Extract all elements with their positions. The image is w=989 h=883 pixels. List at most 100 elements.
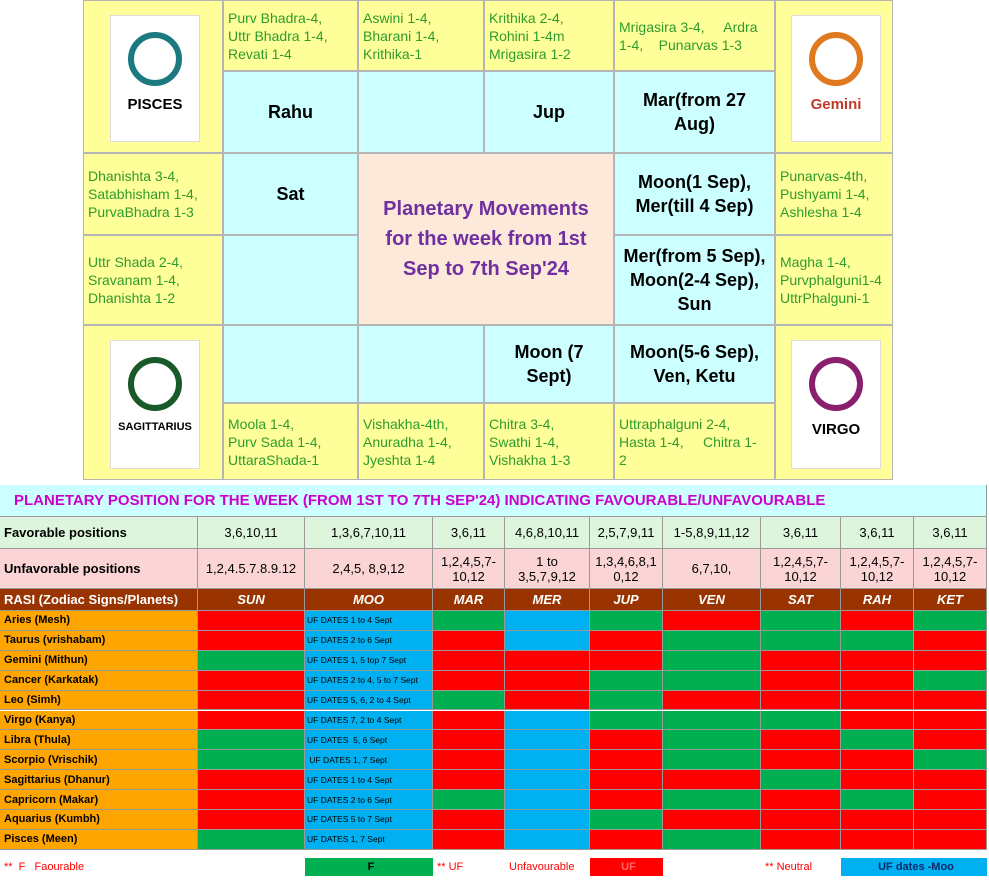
sign-label: Aries (Mesh): [0, 611, 198, 631]
position-value: 3,6,11: [841, 517, 914, 549]
nakshatra-text: Uttraphalguni 2-4,: [619, 415, 731, 432]
planet-header-text: MER: [532, 592, 562, 607]
chart-title: Sep to 7th Sep'24: [403, 258, 569, 280]
position-text: 3,6,11: [450, 525, 487, 540]
nakshatra-text: Purv Bhadra-4,: [228, 9, 323, 26]
sign-text: Leo (Simh): [4, 694, 61, 707]
nakshatra-box: Moola 1-4, Purv Sada 1-4, UttaraShada-1: [223, 403, 358, 480]
planet-header: SAT: [761, 589, 841, 611]
table-title-text: PLANETARY POSITION FOR THE WEEK (FROM 1S…: [14, 492, 826, 509]
legend-item: ** F Faourable: [0, 858, 198, 876]
row-label-text: Favorable positions: [4, 525, 127, 540]
table-title: PLANETARY POSITION FOR THE WEEK (FROM 1S…: [0, 485, 987, 517]
position-text: 3,6,11: [932, 525, 968, 540]
status-cell: [198, 829, 305, 850]
planet-text: Mer(from 5 Sep),: [623, 246, 766, 266]
position-value: 2,5,7,9,11: [590, 517, 663, 549]
status-cell: [761, 630, 841, 651]
planet-text: Moon(2-4 Sep),: [630, 270, 759, 290]
status-cell: [505, 770, 590, 791]
sign-label: Taurus (vrishabam): [0, 630, 198, 651]
status-cell: [590, 611, 663, 631]
status-cell: [433, 611, 505, 631]
legend-item: UF: [590, 858, 663, 876]
status-cell: [433, 770, 505, 791]
sign-text: Taurus (vrishabam): [4, 634, 106, 647]
chart-title: for the week from 1st: [385, 228, 587, 250]
status-cell: [914, 790, 987, 810]
planet-text: Sept): [526, 366, 572, 386]
nakshatra-text: Hasta 1-4, Chitra 1-: [619, 433, 757, 450]
nakshatra-text: Purv Sada 1-4,: [228, 433, 322, 450]
status-cell: [914, 690, 987, 711]
status-cell: [433, 670, 505, 691]
position-text: 1,2,4,5,7-10,12: [849, 553, 905, 584]
sign-label: SAGITTARIUS: [118, 421, 192, 433]
position-text: 1,3,4,6,8,10,12: [595, 553, 657, 584]
nakshatra-text: Rohini 1-4m: [489, 27, 565, 44]
nakshatra-text: Krithika-1: [363, 45, 423, 62]
planet-header-text: SUN: [237, 592, 265, 607]
center-box: Planetary Movements for the week from 1st…: [358, 153, 614, 325]
sign-icon: [809, 32, 863, 86]
moon-note: UF DATES 5, 6 Sept: [307, 734, 388, 745]
sign-label: PISCES: [127, 96, 183, 113]
status-cell: [198, 770, 305, 791]
planet-text: Moon (7: [514, 342, 584, 362]
legend-text: ** Neutral: [765, 861, 813, 873]
planet-box: Mar(from 27 Aug): [614, 71, 775, 153]
nakshatra-text: Vishakha 1-3: [489, 451, 571, 468]
nakshatra-box: Dhanishta 3-4, Satabhisham 1-4, PurvaBhadr…: [83, 153, 223, 235]
nakshatra-text: PurvaBhadra 1-3: [88, 204, 194, 220]
legend-item: F: [305, 858, 433, 876]
status-cell: [761, 670, 841, 691]
status-cell: [590, 770, 663, 791]
position-value: 3,6,10,11: [198, 517, 305, 549]
planet-text: Jup: [532, 102, 565, 122]
position-value: 1-5,8,9,11,12: [663, 517, 761, 549]
sign-label: Scorpio (Vrischik): [0, 750, 198, 771]
status-cell: [841, 730, 914, 751]
status-cell: [663, 750, 761, 771]
moon-note: UF DATES 2 to 4, 5 to 7 Sept: [307, 675, 418, 686]
planet-text: Aug): [674, 114, 715, 134]
planet-box: [358, 325, 484, 403]
sign-corner: VIRGO: [775, 325, 893, 480]
nakshatra-box: Punarvas-4th, Pushyami 1-4, Ashlesha 1-4: [775, 153, 893, 235]
status-cell: [433, 829, 505, 850]
status-cell: [841, 790, 914, 810]
status-cell: [433, 710, 505, 731]
legend-text: ** UF: [437, 861, 464, 873]
status-cell: [761, 810, 841, 830]
planet-box: Mer(from 5 Sep), Moon(2-4 Sep), Sun: [614, 235, 775, 325]
nakshatra-text: Magha 1-4,: [780, 254, 851, 270]
status-cell: [505, 810, 590, 830]
status-cell: [914, 829, 987, 850]
nakshatra-text: Mrigasira 3-4, Ardra: [619, 18, 758, 35]
status-cell: [505, 750, 590, 771]
status-cell: [663, 611, 761, 631]
status-cell: [663, 690, 761, 711]
status-cell: [841, 690, 914, 711]
planet-box: [223, 325, 358, 403]
nakshatra-text: Purvphalguni1-4: [780, 272, 882, 288]
position-text: 1,2,4,5,7-10,12: [922, 553, 978, 584]
status-cell: [433, 690, 505, 711]
status-cell: [590, 790, 663, 810]
row-label: Unfavorable positions: [0, 549, 198, 589]
planet-text: Mar(from 27: [642, 90, 747, 110]
status-cell: [663, 770, 761, 791]
status-cell: [761, 730, 841, 751]
status-cell: UF DATES 5 to 7 Sept: [305, 810, 433, 830]
planet-box: Moon(5-6 Sep), Ven, Ketu: [614, 325, 775, 403]
status-cell: [590, 730, 663, 751]
status-cell: [841, 770, 914, 791]
nakshatra-text: UttrPhalguni-1: [780, 290, 870, 306]
planet-box: Moon(1 Sep), Mer(till 4 Sep): [614, 153, 775, 235]
status-cell: [590, 810, 663, 830]
status-cell: [841, 810, 914, 830]
status-cell: UF DATES 1 to 4 Sept: [305, 770, 433, 791]
nakshatra-text: 1-4, Punarvas 1-3: [619, 36, 742, 53]
status-cell: [433, 810, 505, 830]
nakshatra-text: Mrigasira 1-2: [489, 45, 571, 62]
